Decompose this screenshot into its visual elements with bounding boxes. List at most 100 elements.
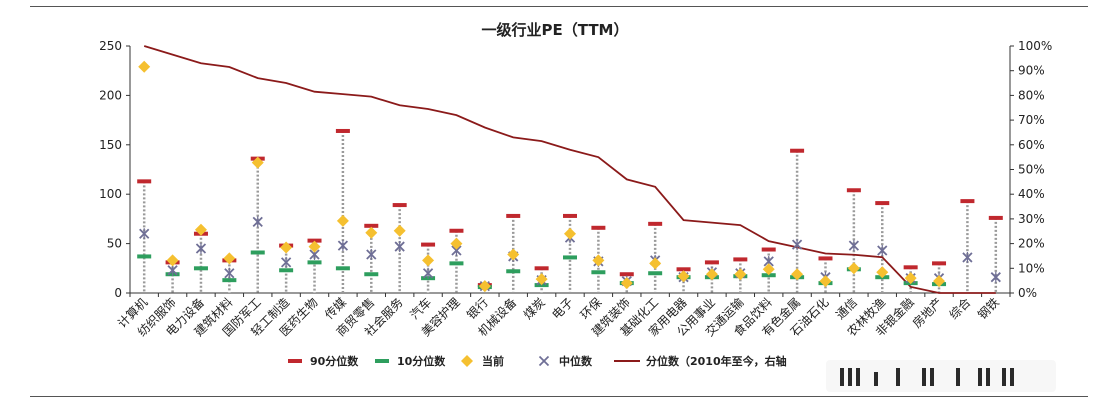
watermark-logo <box>826 360 1056 392</box>
p90-marker <box>335 128 350 133</box>
category-label: 房地产 <box>909 295 945 331</box>
p90-marker <box>506 213 521 218</box>
legend-label: 10分位数 <box>397 354 446 368</box>
current-marker <box>791 268 804 281</box>
current-marker <box>620 277 633 290</box>
p10-marker <box>506 269 521 274</box>
chart-title: 一级行业PE（TTM） <box>482 21 629 39</box>
legend-label: 当前 <box>482 354 504 368</box>
median-marker <box>280 256 292 268</box>
p90-marker <box>818 256 833 261</box>
legend-item: 90分位数 <box>288 354 359 368</box>
p10-marker <box>307 260 322 265</box>
legend-swatch <box>538 355 550 367</box>
y-left-tick-label: 200 <box>99 88 122 102</box>
current-marker <box>365 226 378 239</box>
y-right-tick-label: 30% <box>1018 212 1045 226</box>
legend-label: 中位数 <box>559 354 593 368</box>
legend-item: 中位数 <box>538 354 593 368</box>
y-left-tick-label: 0 <box>114 286 122 300</box>
p90-marker <box>761 247 776 252</box>
p10-marker <box>250 250 265 255</box>
current-marker <box>819 275 832 288</box>
current-marker <box>564 227 576 240</box>
median-marker <box>422 267 434 279</box>
median-marker <box>848 240 860 252</box>
category-label: 煤炭 <box>521 295 548 322</box>
p90-marker <box>903 265 918 270</box>
y-right-tick-label: 0% <box>1018 286 1037 300</box>
p90-marker <box>421 242 436 247</box>
current-marker <box>422 254 435 267</box>
current-marker <box>762 263 775 276</box>
legend-label: 90分位数 <box>310 354 359 368</box>
y-right-tick-label: 90% <box>1018 64 1045 78</box>
p10-marker <box>193 266 208 271</box>
p90-marker <box>733 257 748 262</box>
p90-marker <box>648 221 663 226</box>
current-marker <box>450 237 463 250</box>
category-label: 综合 <box>946 295 974 323</box>
median-marker <box>252 216 263 228</box>
y-left-tick-label: 50 <box>107 237 122 251</box>
p10-marker <box>137 254 152 259</box>
current-marker <box>478 280 491 293</box>
p10-marker <box>449 261 464 266</box>
current-marker <box>677 270 690 283</box>
p10-marker <box>222 278 237 283</box>
current-marker <box>904 272 917 285</box>
current-marker <box>280 241 293 254</box>
p90-marker <box>676 267 691 272</box>
current-marker <box>308 240 321 253</box>
y-left-tick-label: 250 <box>99 39 122 53</box>
y-right-tick-label: 40% <box>1018 187 1045 201</box>
legend-swatch <box>461 355 473 367</box>
current-marker <box>166 254 179 267</box>
median-marker <box>394 241 405 253</box>
current-marker <box>876 266 889 279</box>
current-marker <box>393 224 406 237</box>
legend-item: 当前 <box>461 354 504 368</box>
current-marker <box>592 254 605 267</box>
p90-marker <box>563 213 577 218</box>
y-right-tick-label: 60% <box>1018 138 1045 152</box>
median-marker <box>337 240 349 252</box>
y-left-tick-label: 100 <box>99 187 122 201</box>
current-marker <box>705 268 718 281</box>
p90-marker <box>704 260 719 265</box>
p90-marker <box>449 228 464 233</box>
p90-marker <box>619 272 634 277</box>
median-marker <box>990 271 1001 283</box>
p10-marker <box>364 272 379 277</box>
legend-swatch <box>375 359 389 363</box>
median-marker <box>962 251 973 263</box>
current-marker <box>194 223 207 236</box>
p90-marker <box>875 201 890 206</box>
median-marker <box>139 228 150 240</box>
current-marker <box>251 156 264 169</box>
bottom-rule <box>30 396 1088 397</box>
y-right-tick-label: 10% <box>1018 261 1045 275</box>
median-marker <box>366 248 377 260</box>
p10-marker <box>563 255 577 260</box>
p90-marker <box>988 215 1003 220</box>
y-right-tick-label: 50% <box>1018 163 1045 177</box>
current-marker <box>138 60 151 73</box>
current-marker <box>507 248 520 261</box>
y-right-tick-label: 20% <box>1018 237 1045 251</box>
legend-item: 10分位数 <box>375 354 446 368</box>
median-marker <box>877 245 888 257</box>
current-marker <box>847 262 860 275</box>
p10-marker <box>279 268 294 273</box>
p90-marker <box>392 203 407 208</box>
y-right-tick-label: 80% <box>1018 88 1045 102</box>
p90-marker <box>364 223 379 228</box>
p90-marker <box>790 148 805 153</box>
p90-marker <box>591 225 606 230</box>
legend-item: 分位数（2010年至今，右轴 <box>614 354 787 368</box>
median-marker <box>791 239 803 251</box>
current-marker <box>535 273 548 286</box>
p90-marker <box>846 188 861 193</box>
